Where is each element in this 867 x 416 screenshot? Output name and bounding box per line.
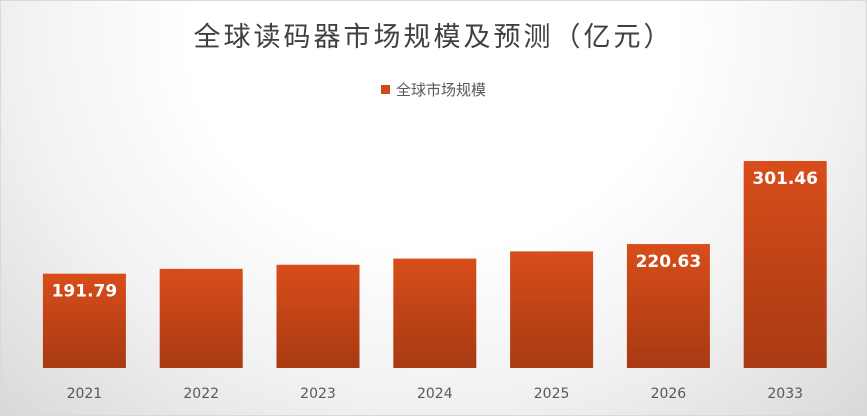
legend-label: 全球市场规模 [395, 81, 486, 99]
legend-swatch [380, 85, 390, 94]
data-label-2021: 191.79 [52, 282, 118, 302]
x-tick-2023: 2023 [300, 386, 336, 402]
bar-2023 [276, 264, 360, 368]
x-tick-2025: 2025 [534, 386, 570, 402]
x-tick-2033: 2033 [767, 386, 803, 402]
bar-2033 [743, 161, 827, 368]
x-tick-2022: 2022 [183, 386, 219, 402]
bar-2026 [626, 244, 710, 368]
bar-2025 [510, 251, 594, 368]
bar-2022 [159, 268, 243, 368]
chart-title: 全球读码器市场规模及预测（亿元） [193, 22, 674, 53]
data-label-2026: 220.63 [636, 252, 702, 272]
bar-2021 [42, 273, 126, 368]
legend: 全球市场规模 [1, 79, 866, 100]
x-tick-2024: 2024 [417, 386, 453, 402]
x-tick-2026: 2026 [651, 386, 687, 402]
bar-2024 [393, 258, 477, 368]
x-tick-2021: 2021 [67, 386, 103, 402]
data-label-2033: 301.46 [752, 169, 818, 189]
